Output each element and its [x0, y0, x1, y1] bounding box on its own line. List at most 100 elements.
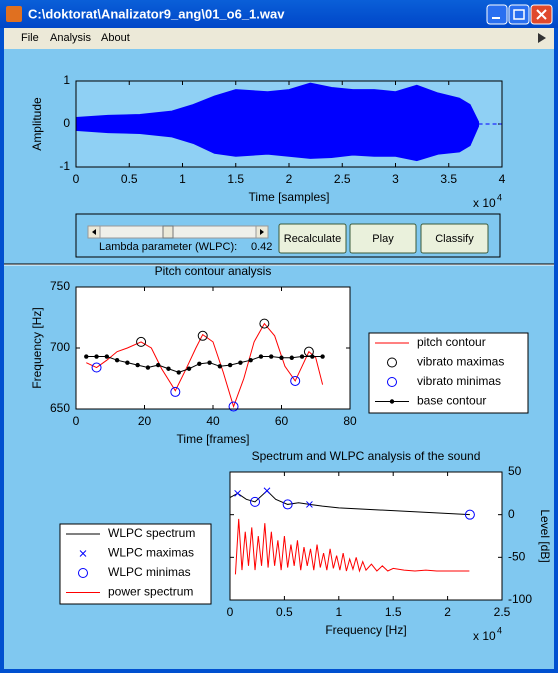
series-dot — [258, 354, 264, 359]
title-bar — [0, 0, 558, 28]
x-axis-label: Frequency [Hz] — [325, 623, 406, 637]
legend-box — [368, 332, 529, 414]
y-tick-label: 700 — [50, 340, 70, 354]
series-line — [234, 518, 470, 575]
legend-swatch — [389, 399, 395, 404]
y-tick-label: -100 — [508, 592, 532, 606]
series-dot — [227, 362, 233, 368]
menu-item[interactable]: File — [21, 32, 39, 44]
series-dot — [238, 360, 243, 365]
legend-label: WLPC maximas — [108, 546, 194, 560]
button[interactable]: Play — [349, 223, 417, 254]
slider-thumb[interactable] — [162, 225, 174, 239]
chart-title: Pitch contour analysis — [155, 264, 272, 278]
button[interactable]: Recalculate — [278, 223, 347, 254]
series-dot — [207, 360, 212, 365]
x-tick-label: 3 — [392, 172, 399, 186]
close-icon — [536, 9, 547, 20]
y-tick-label: -1 — [59, 159, 70, 173]
slider-value: 0.42 — [251, 241, 272, 253]
button-label: Recalculate — [284, 233, 341, 245]
marker-circle — [228, 401, 239, 412]
legend-swatch — [387, 357, 397, 368]
y-axis-label: Level [dB] — [538, 509, 552, 562]
legend-label: power spectrum — [108, 585, 193, 599]
series-line — [86, 322, 324, 409]
legend-box — [59, 523, 212, 605]
maximize-icon — [513, 9, 525, 20]
marker-circle — [250, 496, 261, 507]
x-tick-label: 0 — [227, 605, 234, 619]
maximize-button[interactable] — [508, 4, 530, 25]
series-dot — [248, 358, 253, 363]
control-panel — [75, 213, 501, 258]
x-tick-label: 1 — [179, 172, 186, 186]
legend-swatch — [78, 568, 88, 578]
x-tick-label: 1.5 — [227, 172, 244, 186]
x-exponent-base: x 10 — [473, 629, 496, 643]
x-tick-label: 1.5 — [385, 605, 402, 619]
series-dot — [310, 354, 315, 359]
menu-dock-icon — [538, 33, 546, 43]
y-tick-label: 650 — [50, 401, 70, 415]
x-tick-label: 40 — [206, 414, 220, 428]
marker-circle — [170, 386, 181, 397]
x-tick-label: 2.5 — [334, 172, 351, 186]
legend-swatch — [387, 377, 397, 387]
x-tick-label: 60 — [275, 414, 289, 428]
series-dot — [186, 366, 192, 371]
x-tick-label: 2 — [286, 172, 293, 186]
x-tick-label: 1 — [335, 605, 342, 619]
button[interactable]: Classify — [420, 223, 489, 254]
x-tick-label: 0.5 — [121, 172, 138, 186]
marker-circle — [290, 375, 301, 386]
x-tick-label: 2.5 — [494, 605, 511, 619]
y-tick-label: 50 — [508, 464, 522, 478]
marker-circle — [282, 499, 293, 510]
marker-x — [234, 489, 241, 497]
axes-frame — [75, 80, 503, 168]
marker-x — [263, 487, 271, 495]
legend-label: WLPC minimas — [108, 565, 191, 579]
legend-label: vibrato minimas — [417, 374, 501, 388]
minimize-button[interactable] — [486, 4, 508, 25]
series-dot — [217, 364, 223, 369]
y-tick-label: 0 — [508, 507, 515, 521]
series-dot — [104, 354, 110, 359]
marker-circle — [464, 509, 475, 520]
button-face — [349, 223, 417, 254]
series-dot — [125, 360, 130, 365]
window-title: C:\doktorat\Analizator9_ang\01_o6_1.wav — [28, 6, 285, 21]
x-axis-label: Time [frames] — [177, 432, 250, 446]
x-exponent: 4 — [497, 192, 502, 202]
series-dot — [135, 362, 140, 368]
x-exponent: 4 — [497, 625, 502, 635]
x-axis-label: Time [samples] — [249, 190, 330, 204]
y-axis-label: Frequency [Hz] — [30, 307, 44, 388]
plot-area — [84, 318, 325, 412]
legend-swatch — [79, 550, 87, 557]
axes-frame — [75, 286, 351, 410]
slider-label: Lambda parameter (WLPC): — [99, 241, 237, 253]
x-tick-label: 2 — [444, 605, 451, 619]
legend-label: vibrato maximas — [417, 355, 504, 369]
marker-circle — [259, 318, 270, 329]
series-dot — [84, 354, 89, 359]
chart-title: Spectrum and WLPC analysis of the sound — [252, 449, 481, 463]
series-dot — [114, 358, 120, 363]
x-tick-label: 0.5 — [276, 605, 293, 619]
series-dot — [320, 354, 325, 359]
x-exponent-base: x 10 — [473, 196, 496, 210]
menu-item[interactable]: Analysis — [50, 32, 91, 44]
x-tick-label: 4 — [499, 172, 506, 186]
x-tick-label: 80 — [343, 414, 357, 428]
slider[interactable] — [87, 225, 269, 239]
button-face — [278, 223, 347, 254]
menu-item[interactable]: About — [101, 32, 130, 44]
marker-circle — [197, 330, 208, 341]
button-label: Play — [372, 233, 394, 245]
menu-bar — [4, 28, 554, 49]
axes-background — [230, 472, 502, 600]
x-tick-label: 3.5 — [440, 172, 457, 186]
